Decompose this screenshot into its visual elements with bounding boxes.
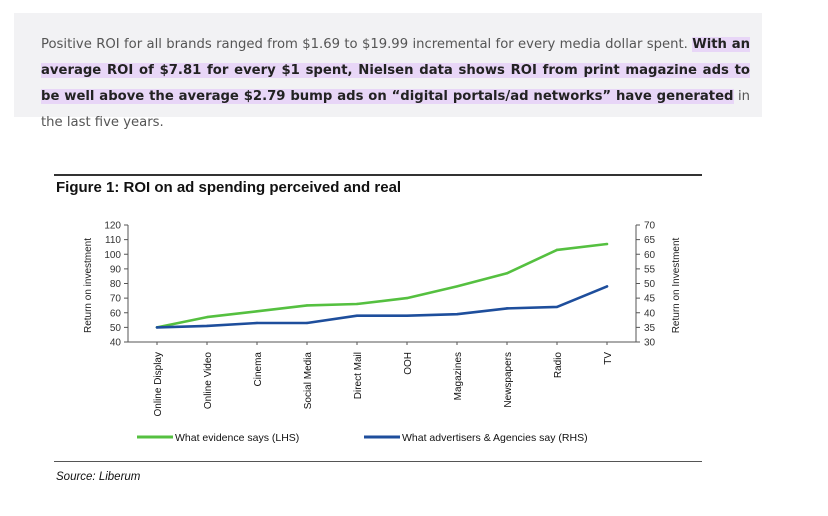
right-tick-label: 35: [644, 323, 656, 334]
data-point: [355, 314, 359, 317]
data-point: [255, 310, 259, 313]
left-tick-label: 40: [110, 338, 122, 349]
left-tick-label: 90: [110, 264, 122, 275]
data-point: [305, 304, 309, 307]
data-point: [305, 321, 309, 325]
legend-label: What advertisers & Agencies say (RHS): [402, 432, 588, 444]
left-tick-label: 110: [105, 235, 121, 246]
category-label: Magazines: [453, 352, 464, 400]
left-tick-label: 50: [110, 323, 122, 334]
category-label: Radio: [553, 352, 564, 379]
category-label: Social Media: [303, 352, 314, 410]
category-label: Cinema: [253, 352, 264, 387]
right-tick-label: 60: [644, 250, 656, 261]
data-point: [205, 324, 209, 328]
left-tick-label: 60: [110, 308, 122, 319]
right-tick-label: 50: [644, 279, 656, 290]
data-point: [505, 272, 509, 275]
category-label: TV: [603, 352, 614, 365]
left-tick-label: 80: [110, 279, 122, 290]
category-label: Online Video: [203, 352, 214, 410]
quote-tail: in the last five years.: [41, 89, 751, 130]
left-tick-label: 70: [110, 294, 122, 305]
right-tick-label: 40: [644, 308, 656, 319]
right-tick-label: 65: [644, 235, 656, 246]
category-label: Direct Mail: [353, 352, 364, 399]
figure-source: Source: Liberum: [56, 471, 141, 483]
category-label: Newspapers: [503, 352, 514, 408]
data-point: [605, 242, 609, 246]
data-point: [455, 313, 459, 316]
left-axis-title: Return on investment: [83, 238, 94, 333]
left-tick-label: 100: [104, 250, 121, 261]
series-line-2: [155, 285, 609, 329]
left-tick-label: 120: [104, 221, 121, 232]
data-point: [205, 315, 209, 319]
quote-block: Positive ROI for all brands ranged from …: [14, 13, 762, 130]
figure-bottom-rule: [54, 461, 702, 462]
right-tick-label: 30: [644, 338, 656, 349]
data-point: [405, 314, 409, 317]
data-point: [455, 285, 459, 288]
right-tick-label: 70: [644, 221, 656, 232]
category-label: OOH: [403, 352, 414, 375]
data-point: [355, 302, 359, 306]
quote-text: Positive ROI for all brands ranged from …: [41, 37, 693, 52]
data-point: [255, 321, 259, 325]
figure-title: Figure 1: ROI on ad spending perceived a…: [56, 179, 402, 196]
data-point: [155, 326, 159, 329]
data-point: [555, 305, 559, 309]
data-point: [555, 248, 559, 252]
right-tick-label: 55: [644, 264, 656, 275]
figure-top-rule: [54, 174, 702, 176]
data-point: [505, 307, 509, 310]
series-line-1: [155, 242, 609, 329]
data-point: [605, 285, 609, 288]
category-label: Online Display: [153, 352, 164, 416]
data-point: [405, 296, 409, 300]
legend-label: What evidence says (LHS): [175, 432, 299, 444]
right-tick-label: 45: [644, 294, 656, 305]
right-axis-title: Return on Investment: [671, 237, 682, 333]
